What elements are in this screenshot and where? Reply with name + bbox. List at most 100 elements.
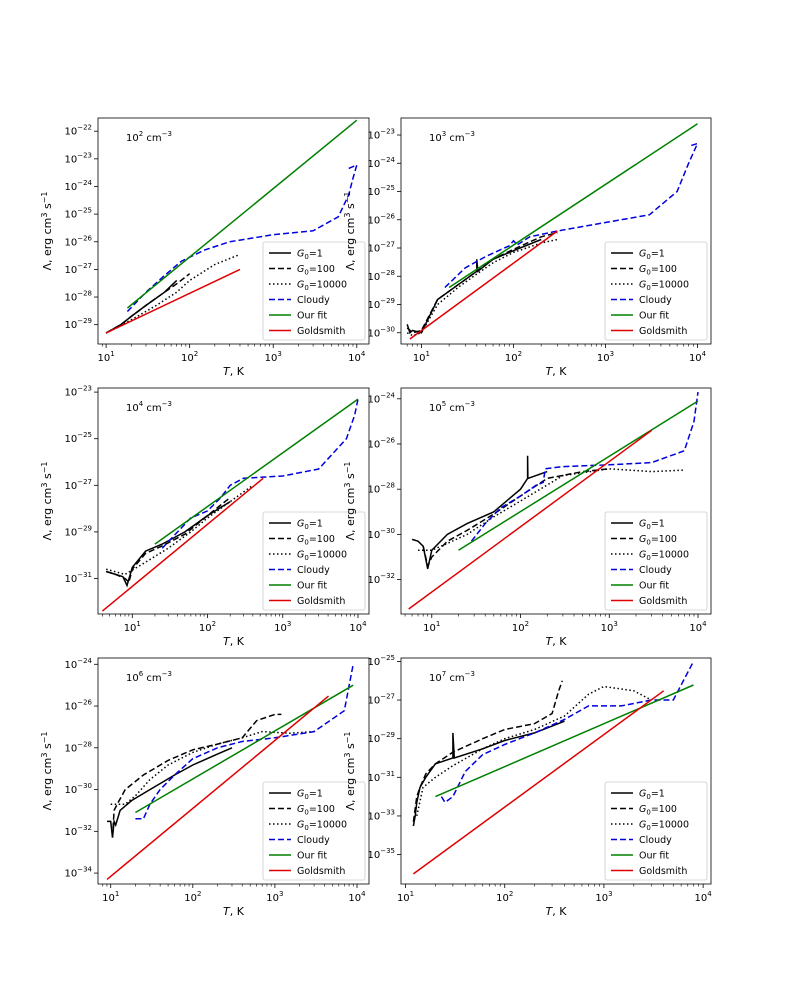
panel-title: 106 cm−3 bbox=[126, 670, 172, 684]
x-axis-label: T, K bbox=[546, 905, 568, 918]
x-tick-label: 101 bbox=[423, 620, 440, 634]
x-tick-label: 104 bbox=[689, 620, 707, 634]
legend-label-g0-10000: G0=10000 bbox=[639, 820, 689, 833]
y-tick-label: 10−30 bbox=[367, 325, 395, 339]
series-line-g0-100 bbox=[422, 468, 610, 569]
legend-label-g0-1: G0=1 bbox=[639, 249, 665, 262]
legend-label-g0-100: G0=100 bbox=[639, 804, 677, 817]
legend-label-our-fit: Our fit bbox=[639, 581, 669, 592]
series-line-g0-10000 bbox=[418, 468, 685, 551]
x-tick-label: 104 bbox=[689, 350, 707, 364]
y-tick-label: 10−31 bbox=[64, 571, 92, 585]
series-line-cloudy bbox=[126, 163, 358, 313]
y-tick-label: 10−24 bbox=[367, 156, 395, 170]
legend: G0=1 G0=100 G0=10000 Cloudy Our fit Goldsmith bbox=[262, 511, 366, 611]
plot-frame bbox=[400, 387, 712, 615]
y-tick-label: 10−24 bbox=[367, 391, 395, 405]
series-line-g0-100 bbox=[105, 273, 191, 334]
y-tick-label: 10−27 bbox=[367, 693, 395, 707]
y-axis-label: Λ, erg cm3 s−1 bbox=[40, 462, 54, 541]
y-tick-label: 10−29 bbox=[64, 524, 92, 538]
legend: G0=1 G0=100 G0=10000 Cloudy Our fit Goldsmith bbox=[604, 511, 708, 611]
panel-3: 101 102 103 104 10−31 10−29 10−27 10−25 10−23 104… bbox=[40, 385, 370, 648]
panel-2: 101 102 103 10410−3010−2910−2810−2710−2610−… bbox=[343, 117, 712, 378]
y-axis-label: Λ, erg cm3 s−1 bbox=[343, 462, 357, 541]
y-axis-label: Λ, erg cm3 s−1 bbox=[40, 732, 54, 811]
y-tick-label: 10−31 bbox=[367, 770, 395, 784]
legend-label-g0-10000: G0=10000 bbox=[297, 550, 347, 563]
plot-frame bbox=[97, 387, 370, 615]
legend-label-goldsmith: Goldsmith bbox=[639, 596, 687, 607]
x-tick-label: 103 bbox=[595, 890, 612, 904]
x-tick-label: 104 bbox=[348, 350, 366, 364]
panel-1: 101 102 103 104 10−29 10−28 10−27 10−26 10−25 10−… bbox=[40, 117, 370, 378]
x-tick-label: 101 bbox=[397, 890, 414, 904]
x-tick-label: 101 bbox=[124, 620, 141, 634]
legend-label-goldsmith: Goldsmith bbox=[297, 596, 345, 607]
y-tick-label: 10−23 bbox=[367, 128, 395, 142]
legend-label-g0-100: G0=100 bbox=[639, 534, 677, 547]
x-axis-label: T, K bbox=[546, 635, 568, 648]
plot-frame bbox=[400, 657, 712, 885]
y-tick-label: 10−28 bbox=[64, 290, 92, 304]
panel-title: 103 cm−3 bbox=[429, 130, 475, 144]
x-tick-label: 103 bbox=[601, 620, 618, 634]
series-line-cloudy bbox=[440, 661, 695, 804]
y-tick-label: 10−26 bbox=[367, 436, 395, 450]
legend-label-our-fit: Our fit bbox=[297, 581, 327, 592]
y-tick-label: 10−27 bbox=[64, 262, 92, 276]
y-tick-label: 10−33 bbox=[367, 808, 395, 822]
legend-label-goldsmith: Goldsmith bbox=[639, 326, 687, 337]
x-tick-label: 102 bbox=[199, 620, 216, 634]
x-tick-label: 102 bbox=[512, 620, 529, 634]
y-tick-label: 10−30 bbox=[64, 782, 92, 796]
legend-label-g0-10000: G0=10000 bbox=[297, 280, 347, 293]
series-line-cloudy bbox=[444, 142, 699, 289]
series-line-cloudy bbox=[135, 664, 354, 820]
series-line-g0-1 bbox=[105, 279, 178, 334]
legend: G0=1 G0=100 G0=10000 Cloudy Our fit Goldsmith bbox=[262, 241, 366, 341]
series-line-our-fit bbox=[126, 119, 358, 309]
y-tick-label: 10−26 bbox=[64, 699, 92, 713]
series-line-g0-1 bbox=[411, 455, 548, 569]
x-axis-label: T, K bbox=[223, 905, 245, 918]
series-line-g0-1 bbox=[412, 720, 565, 827]
series-line-g0-1 bbox=[406, 238, 542, 335]
y-tick-label: 10−28 bbox=[64, 740, 92, 754]
legend-label-g0-1: G0=1 bbox=[639, 519, 665, 532]
y-tick-label: 10−23 bbox=[64, 385, 92, 399]
series-line-goldsmith bbox=[105, 268, 241, 334]
y-axis-label: Λ, erg cm3 s−1 bbox=[343, 732, 357, 811]
x-tick-label: 102 bbox=[181, 350, 198, 364]
legend-label-our-fit: Our fit bbox=[639, 311, 669, 322]
series-line-goldsmith bbox=[409, 230, 558, 340]
legend: G0=1 G0=100 G0=10000 Cloudy Our fit Goldsmith bbox=[604, 241, 708, 341]
y-tick-label: 10−28 bbox=[367, 482, 395, 496]
y-tick-label: 10−34 bbox=[64, 866, 92, 880]
series-line-our-fit bbox=[154, 398, 359, 545]
series-line-goldsmith bbox=[106, 695, 329, 880]
y-axis-label: Λ, erg cm3 s−1 bbox=[40, 192, 54, 271]
legend-label-g0-100: G0=100 bbox=[297, 264, 335, 277]
y-tick-label: 10−24 bbox=[64, 179, 92, 193]
panel-title: 104 cm−3 bbox=[126, 400, 172, 414]
panel-5: 101 102 103 104 10−34 10−32 10−30 10−28 10−26 10−… bbox=[40, 657, 370, 918]
y-tick-label: 10−26 bbox=[64, 234, 92, 248]
y-tick-label: 10−35 bbox=[367, 847, 395, 861]
legend-label-g0-10000: G0=10000 bbox=[639, 550, 689, 563]
legend-label-g0-1: G0=1 bbox=[639, 789, 665, 802]
legend-label-cloudy: Cloudy bbox=[639, 295, 672, 306]
legend-label-cloudy: Cloudy bbox=[297, 565, 330, 576]
legend-label-g0-10000: G0=10000 bbox=[639, 280, 689, 293]
legend-label-g0-100: G0=100 bbox=[297, 804, 335, 817]
y-tick-label: 10−24 bbox=[64, 657, 92, 671]
legend-label-cloudy: Cloudy bbox=[297, 835, 330, 846]
y-tick-label: 10−25 bbox=[367, 184, 395, 198]
x-tick-label: 104 bbox=[695, 890, 713, 904]
series-line-g0-10000 bbox=[106, 484, 254, 576]
series-line-our-fit bbox=[448, 123, 698, 289]
series-line-g0-100 bbox=[105, 496, 231, 584]
y-tick-label: 10−30 bbox=[367, 527, 395, 541]
legend-label-cloudy: Cloudy bbox=[297, 295, 330, 306]
y-axis-label: Λ, erg cm3 s−1 bbox=[343, 192, 357, 271]
